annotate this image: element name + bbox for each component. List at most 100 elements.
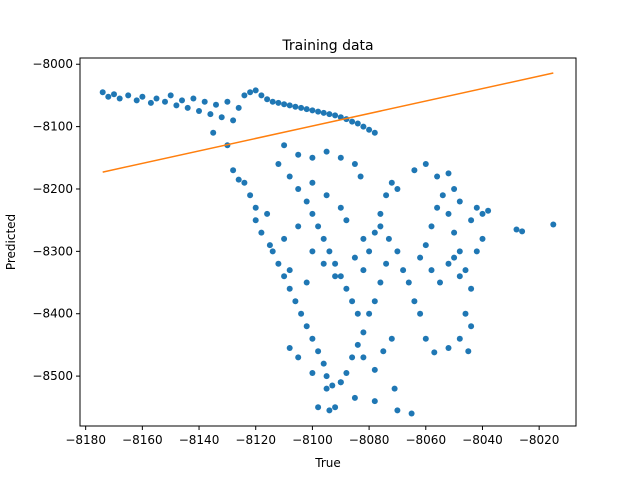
data-point	[329, 382, 336, 389]
data-point	[400, 267, 407, 274]
data-point	[394, 407, 401, 414]
data-point	[258, 229, 265, 236]
data-point	[258, 92, 265, 99]
data-point	[354, 341, 361, 348]
data-point	[125, 92, 132, 99]
data-point	[360, 267, 367, 274]
data-point	[468, 323, 475, 330]
data-point	[332, 112, 339, 119]
data-point	[309, 179, 316, 186]
data-point	[315, 223, 322, 230]
data-point	[465, 348, 472, 355]
data-point	[252, 204, 259, 211]
data-point	[309, 154, 316, 161]
data-point	[445, 210, 452, 217]
data-point	[422, 242, 429, 249]
data-point	[190, 95, 197, 102]
data-point	[456, 198, 463, 205]
data-point	[247, 89, 254, 96]
data-point	[394, 248, 401, 255]
data-point	[309, 248, 316, 255]
data-point	[366, 310, 373, 317]
data-point	[349, 118, 356, 125]
data-point	[431, 349, 438, 356]
data-point	[385, 235, 392, 242]
line-layer	[102, 72, 554, 173]
data-point	[286, 345, 293, 351]
data-point	[105, 93, 112, 100]
data-point	[269, 248, 276, 255]
data-point	[264, 210, 271, 217]
y-tick-label: −8400	[32, 307, 73, 321]
data-point	[295, 186, 302, 192]
data-point	[468, 217, 475, 224]
data-point	[417, 254, 424, 261]
data-point	[286, 267, 293, 274]
data-point	[479, 210, 486, 217]
x-tick-label: −8020	[519, 433, 560, 447]
data-point	[213, 101, 219, 108]
data-point	[351, 394, 358, 401]
x-tick-label: −8160	[122, 433, 163, 447]
data-point	[439, 192, 446, 199]
data-point	[295, 223, 302, 230]
x-tick-label: −8180	[65, 433, 106, 447]
data-point	[241, 92, 248, 99]
data-point	[281, 235, 288, 242]
y-tick-label: −8100	[32, 120, 73, 134]
y-tick-label: −8000	[32, 57, 73, 71]
data-point	[281, 101, 288, 108]
data-point	[343, 217, 350, 224]
data-point	[377, 279, 384, 286]
data-point	[371, 129, 378, 136]
data-point	[411, 167, 418, 174]
data-point	[184, 104, 191, 111]
data-point	[235, 176, 242, 183]
y-tick-label: −8200	[32, 182, 73, 196]
data-point	[337, 154, 344, 161]
data-point	[462, 310, 469, 317]
data-point	[332, 404, 339, 411]
data-point	[264, 96, 271, 103]
data-point	[519, 228, 526, 235]
data-point	[349, 354, 356, 361]
data-point	[266, 242, 273, 249]
data-point	[326, 407, 333, 414]
data-point	[451, 254, 458, 261]
data-point	[337, 273, 344, 280]
data-point	[360, 329, 367, 336]
data-point	[269, 98, 276, 105]
data-point	[153, 95, 160, 102]
data-point	[417, 310, 424, 317]
data-point	[371, 229, 378, 236]
data-point	[332, 260, 339, 267]
data-point	[326, 248, 333, 255]
data-point	[303, 323, 310, 330]
data-point	[388, 179, 395, 186]
data-point	[167, 92, 174, 99]
data-point	[320, 360, 327, 367]
data-point	[230, 117, 237, 124]
data-point	[281, 273, 288, 280]
data-point	[323, 385, 330, 392]
data-point	[337, 204, 344, 211]
data-point	[173, 102, 180, 109]
data-point	[286, 173, 293, 180]
data-point	[309, 370, 316, 376]
data-point	[408, 410, 415, 417]
data-point	[422, 335, 429, 342]
data-point	[252, 87, 259, 94]
data-point	[320, 260, 327, 267]
data-point	[303, 279, 310, 286]
data-point	[354, 120, 361, 127]
data-point	[303, 106, 310, 113]
data-point	[343, 285, 350, 292]
data-point	[235, 104, 242, 111]
data-point	[456, 273, 463, 280]
data-point	[179, 97, 185, 104]
data-point	[434, 173, 441, 180]
y-axis-label: Predicted	[4, 214, 18, 270]
data-point	[281, 142, 288, 149]
data-point	[360, 354, 367, 361]
x-tick-label: −8060	[405, 433, 446, 447]
